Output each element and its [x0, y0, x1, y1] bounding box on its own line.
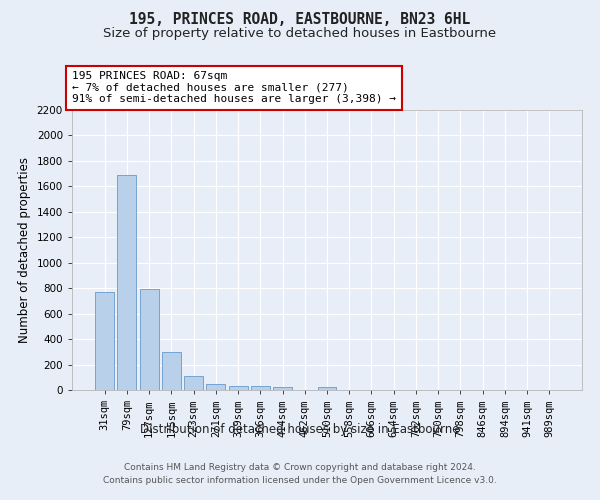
Text: 195 PRINCES ROAD: 67sqm
← 7% of detached houses are smaller (277)
91% of semi-de: 195 PRINCES ROAD: 67sqm ← 7% of detached…	[72, 71, 396, 104]
Bar	[273, 387, 292, 390]
Bar	[317, 387, 337, 390]
Bar	[206, 384, 225, 390]
Text: 195, PRINCES ROAD, EASTBOURNE, BN23 6HL: 195, PRINCES ROAD, EASTBOURNE, BN23 6HL	[130, 12, 470, 28]
Y-axis label: Number of detached properties: Number of detached properties	[18, 157, 31, 343]
Bar	[229, 386, 248, 390]
Text: Contains HM Land Registry data © Crown copyright and database right 2024.: Contains HM Land Registry data © Crown c…	[124, 464, 476, 472]
Bar	[162, 352, 181, 390]
Text: Size of property relative to detached houses in Eastbourne: Size of property relative to detached ho…	[103, 28, 497, 40]
Bar	[140, 289, 158, 390]
Text: Distribution of detached houses by size in Eastbourne: Distribution of detached houses by size …	[140, 422, 460, 436]
Bar	[184, 376, 203, 390]
Bar	[95, 292, 114, 390]
Text: Contains public sector information licensed under the Open Government Licence v3: Contains public sector information licen…	[103, 476, 497, 485]
Bar	[251, 386, 270, 390]
Bar	[118, 175, 136, 390]
